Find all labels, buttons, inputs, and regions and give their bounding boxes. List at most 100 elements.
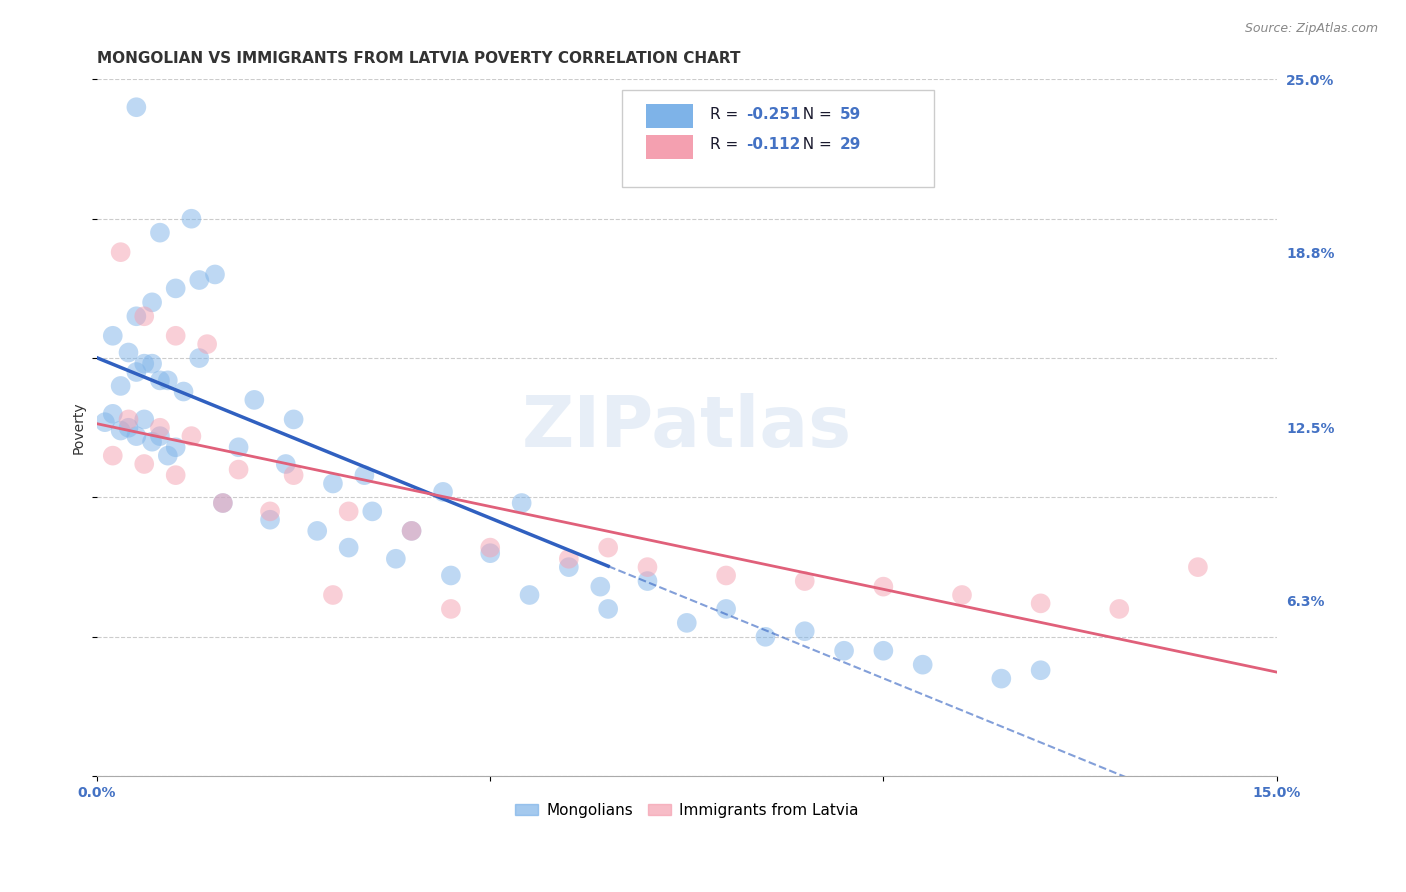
Point (165, 281, 187, 295)
Point (110, 424, 132, 438)
Text: R =: R = (710, 136, 744, 152)
Point (156, 373, 179, 387)
Point (195, 337, 218, 351)
Point (101, 407, 124, 421)
Point (401, 524, 423, 538)
Text: N =: N = (793, 136, 837, 152)
Point (165, 328, 187, 343)
Point (637, 560, 659, 574)
Point (134, 357, 156, 371)
Point (125, 310, 148, 324)
Point (589, 580, 612, 594)
Point (149, 429, 172, 443)
Point (117, 412, 139, 426)
Point (110, 379, 132, 393)
Point (141, 357, 163, 371)
Point (558, 560, 581, 574)
Point (479, 546, 502, 560)
Point (149, 226, 172, 240)
Point (134, 412, 156, 426)
Point (125, 100, 148, 114)
Point (440, 602, 463, 616)
Point (793, 624, 815, 639)
Point (134, 457, 156, 471)
Point (754, 630, 776, 644)
Point (510, 496, 533, 510)
Point (125, 429, 148, 443)
Text: ZIPatlas: ZIPatlas (522, 393, 852, 462)
Point (714, 568, 737, 582)
Point (911, 657, 934, 672)
Point (212, 496, 235, 510)
Point (337, 541, 360, 555)
Point (188, 351, 211, 365)
Point (714, 602, 737, 616)
Point (283, 412, 305, 426)
Point (307, 524, 329, 538)
Point (385, 551, 408, 566)
Point (125, 365, 148, 379)
Point (188, 273, 211, 287)
Point (793, 574, 815, 588)
Point (228, 440, 250, 454)
Point (353, 468, 375, 483)
Point (361, 504, 384, 518)
Text: 59: 59 (841, 107, 862, 121)
Point (401, 524, 423, 538)
Point (1108, 602, 1130, 616)
Point (337, 504, 360, 518)
Point (259, 513, 281, 527)
Point (637, 574, 659, 588)
Text: 29: 29 (841, 136, 862, 152)
Text: MONGOLIAN VS IMMIGRANTS FROM LATVIA POVERTY CORRELATION CHART: MONGOLIAN VS IMMIGRANTS FROM LATVIA POVE… (97, 51, 741, 66)
Point (134, 310, 156, 324)
Point (832, 644, 855, 658)
Point (141, 434, 163, 449)
Point (204, 268, 226, 282)
Point (173, 384, 195, 399)
Point (180, 211, 202, 226)
Point (322, 476, 344, 491)
Point (1187, 560, 1209, 574)
Point (243, 392, 266, 407)
Point (180, 429, 202, 443)
Point (165, 440, 187, 454)
Point (950, 588, 973, 602)
Y-axis label: Poverty: Poverty (72, 401, 86, 454)
Point (165, 468, 187, 483)
Point (101, 449, 124, 463)
Point (675, 615, 697, 630)
Point (101, 328, 124, 343)
Point (274, 457, 297, 471)
Point (117, 421, 139, 435)
Point (156, 449, 179, 463)
Point (440, 568, 463, 582)
Point (322, 588, 344, 602)
Point (149, 373, 172, 387)
Point (872, 580, 894, 594)
Point (598, 541, 620, 555)
Point (228, 462, 250, 476)
Text: N =: N = (793, 107, 837, 121)
Text: -0.251: -0.251 (745, 107, 800, 121)
FancyBboxPatch shape (645, 135, 693, 160)
Point (110, 245, 132, 260)
Point (283, 468, 305, 483)
Point (432, 484, 454, 499)
Legend: Mongolians, Immigrants from Latvia: Mongolians, Immigrants from Latvia (509, 797, 865, 824)
Point (212, 496, 235, 510)
Point (519, 588, 541, 602)
Point (872, 644, 894, 658)
Text: -0.112: -0.112 (745, 136, 800, 152)
Text: R =: R = (710, 107, 744, 121)
Point (94, 415, 117, 429)
Point (598, 602, 620, 616)
Point (117, 345, 139, 359)
FancyBboxPatch shape (621, 90, 935, 187)
Point (141, 295, 163, 310)
Point (990, 672, 1012, 686)
Point (558, 551, 581, 566)
Point (259, 504, 281, 518)
Point (149, 421, 172, 435)
Point (1029, 663, 1052, 677)
